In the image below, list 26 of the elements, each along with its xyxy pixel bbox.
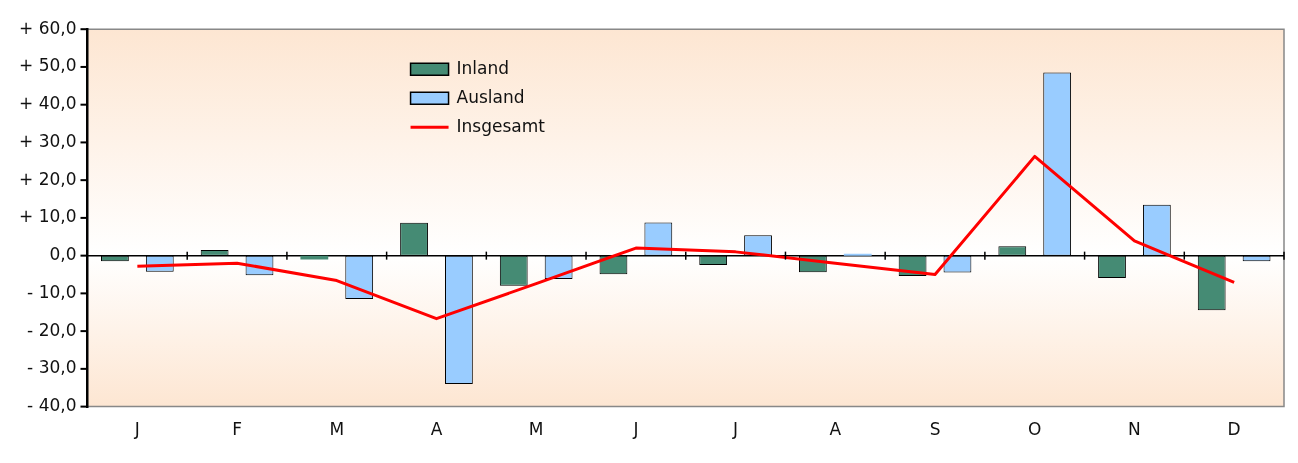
y-tick-label: - 20,0 [27,319,77,340]
y-tick-label: 0,0 [49,244,77,265]
x-tick-label: J [133,419,140,440]
y-tick-label: + 50,0 [19,55,77,76]
x-tick-label: F [232,419,242,440]
y-tick-label: + 60,0 [19,17,77,38]
x-tick-label: J [632,419,639,440]
x-tick-label: J [732,419,739,440]
x-tick-label: M [329,419,345,440]
y-tick-label: + 40,0 [19,93,77,114]
legend-label: Inland [456,57,510,78]
x-tick-label: A [430,419,443,440]
y-tick-label: - 30,0 [27,357,77,378]
x-tick-label: N [1128,419,1141,440]
y-tick-label: + 20,0 [19,168,77,189]
legend-label: Ausland [456,86,525,107]
x-tick-label: O [1028,419,1042,440]
x-tick-label: S [929,419,941,440]
legend-label: Insgesamt [456,115,546,136]
x-tick-label: A [829,419,842,440]
x-tick-label: D [1227,419,1241,440]
y-tick-label: - 10,0 [27,281,77,302]
y-tick-label: - 40,0 [27,395,77,416]
y-tick-label: + 10,0 [19,206,77,227]
y-tick-label: + 30,0 [19,130,77,151]
x-tick-label: M [528,419,544,440]
